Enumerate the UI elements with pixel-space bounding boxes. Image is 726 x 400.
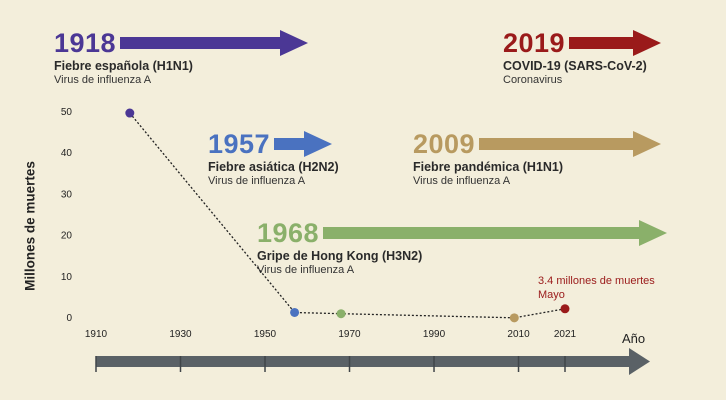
pandemic-1968: 1968 Gripe de Hong Kong (H3N2) Virus de … — [257, 218, 669, 277]
arrow-right-icon — [479, 131, 662, 157]
timeline-arrowhead — [629, 348, 650, 375]
x-tick-label: 2010 — [507, 329, 530, 340]
pandemic-virus: Virus de influenza A — [54, 74, 152, 86]
pandemic-2009: 2009 Fiebre pandémica (H1N1) Virus de in… — [413, 129, 663, 188]
arrow-right-icon — [274, 131, 333, 157]
data-point-2021 — [560, 304, 570, 314]
deaths-trend-line — [129, 112, 566, 319]
x-tick-label: 1910 — [85, 329, 108, 340]
timeline-bar — [96, 356, 631, 367]
y-tick-label: 10 — [61, 272, 73, 283]
pandemic-year: 1918 — [54, 28, 117, 58]
pandemic-year: 1957 — [208, 129, 271, 159]
x-axis-label: Año — [622, 331, 645, 346]
pandemic-1957: 1957 Fiebre asiática (H2N2) Virus de inf… — [208, 129, 339, 188]
pandemic-name: Fiebre asiática (H2N2) — [208, 160, 339, 174]
annotation-line-2: Mayo — [538, 289, 565, 301]
pandemic-name: Fiebre pandémica (H1N1) — [413, 160, 564, 174]
annotation-line-1: 3.4 millones de muertes — [538, 275, 655, 287]
pandemic-year: 1968 — [257, 218, 320, 248]
y-tick-label: 30 — [61, 189, 73, 200]
pandemic-name: COVID-19 (SARS-CoV-2) — [503, 59, 647, 73]
pandemic-name: Fiebre española (H1N1) — [54, 59, 193, 73]
data-point-1968 — [336, 309, 346, 319]
pandemic-1918: 1918 Fiebre española (H1N1) Virus de inf… — [54, 28, 310, 87]
x-tick-label: 1930 — [169, 329, 192, 340]
y-tick-label: 50 — [61, 107, 73, 118]
pandemic-2019: 2019 COVID-19 (SARS-CoV-2) Coronavirus — [503, 28, 663, 87]
y-tick-label: 20 — [61, 231, 73, 242]
x-tick-label: 1990 — [423, 329, 446, 340]
x-tick-label: 1970 — [338, 329, 361, 340]
pandemic-year: 2019 — [503, 28, 566, 58]
x-tick-label: 1950 — [254, 329, 277, 340]
timeline-axis — [96, 348, 650, 375]
y-tick-label: 40 — [61, 148, 73, 159]
pandemic-virus: Coronavirus — [503, 74, 563, 86]
data-point-1957 — [290, 307, 300, 317]
x-tick-label: 2021 — [554, 329, 577, 340]
data-point-1918 — [125, 108, 135, 118]
pandemic-virus: Virus de influenza A — [257, 264, 355, 276]
data-point-2009 — [509, 313, 519, 323]
arrow-right-icon — [569, 30, 662, 56]
pandemic-virus: Virus de influenza A — [208, 175, 306, 187]
pandemic-year: 2009 — [413, 129, 476, 159]
arrow-right-icon — [120, 30, 309, 56]
pandemic-virus: Virus de influenza A — [413, 175, 511, 187]
arrow-right-icon — [323, 220, 668, 246]
y-tick-label: 0 — [66, 313, 72, 324]
covid-deaths-annotation: 3.4 millones de muertes Mayo — [538, 274, 655, 302]
pandemic-name: Gripe de Hong Kong (H3N2) — [257, 249, 423, 263]
